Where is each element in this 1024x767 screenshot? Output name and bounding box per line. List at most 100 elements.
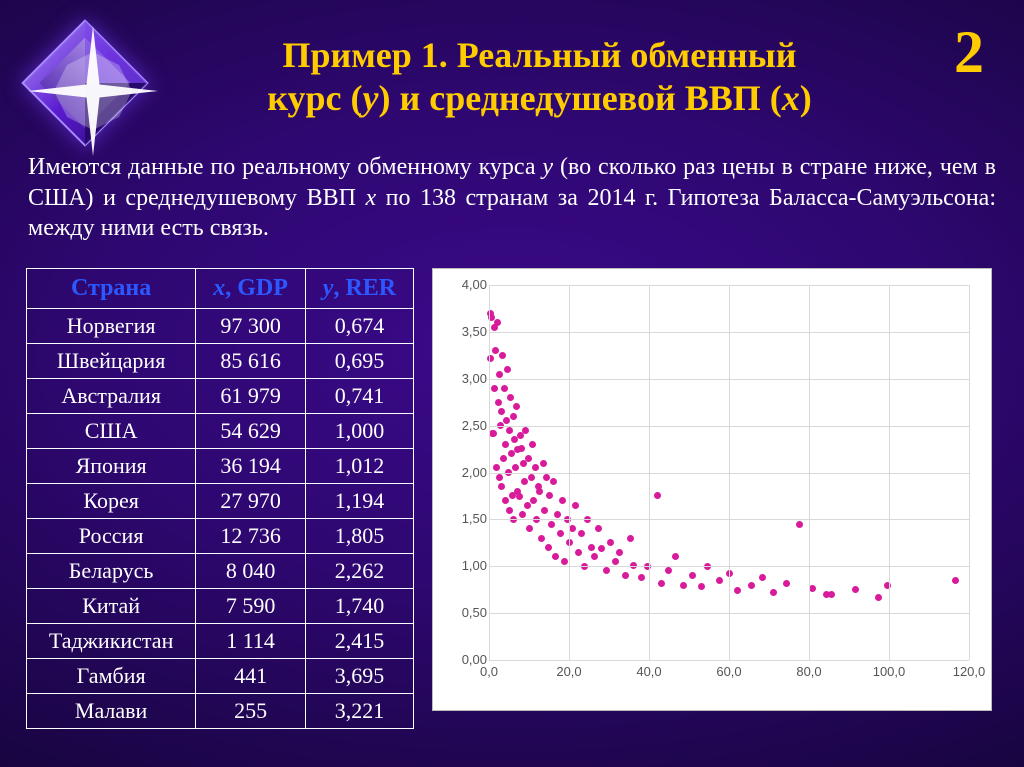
scatter-point: [595, 525, 602, 532]
scatter-point: [665, 567, 672, 574]
scatter-point: [498, 483, 505, 490]
xtick-label: 0,0: [480, 664, 498, 679]
title-line2-pre: курс (: [267, 78, 362, 118]
scatter-point: [578, 530, 585, 537]
gridline-h: [489, 660, 969, 661]
th-country: Страна: [27, 269, 196, 309]
scatter-point: [658, 580, 665, 587]
table-row: Беларусь8 0402,262: [27, 554, 414, 589]
scatter-point: [506, 427, 513, 434]
scatter-point: [491, 385, 498, 392]
scatter-point: [540, 460, 547, 467]
cell-y: 3,695: [305, 659, 413, 694]
scatter-point: [498, 408, 505, 415]
scatter-point: [493, 464, 500, 471]
scatter-point: [545, 544, 552, 551]
scatter-point: [502, 497, 509, 504]
scatter-point: [698, 583, 705, 590]
th-x-ital: x: [213, 275, 225, 301]
table-row: Норвегия97 3000,674: [27, 309, 414, 344]
scatter-point: [546, 492, 553, 499]
cell-country: Япония: [27, 449, 196, 484]
scatter-point: [496, 474, 503, 481]
table-row: Швейцария85 6160,695: [27, 344, 414, 379]
scatter-point: [559, 497, 566, 504]
diamond-ornament: [20, 18, 150, 148]
scatter-point: [622, 572, 629, 579]
scatter-point: [783, 580, 790, 587]
title-line2-post: ): [800, 78, 812, 118]
cell-x: 27 970: [196, 484, 306, 519]
body-y: y: [542, 154, 553, 180]
th-y: y, RER: [305, 269, 413, 309]
scatter-point: [828, 591, 835, 598]
xtick-label: 80,0: [796, 664, 821, 679]
scatter-point: [554, 511, 561, 518]
cell-y: 1,012: [305, 449, 413, 484]
scatter-point: [557, 530, 564, 537]
scatter-point: [532, 464, 539, 471]
ytick-label: 4,00: [447, 277, 487, 292]
cell-country: Таджикистан: [27, 624, 196, 659]
ytick-label: 2,50: [447, 418, 487, 433]
scatter-point: [680, 582, 687, 589]
scatter-point: [518, 445, 525, 452]
title-x: x: [782, 78, 800, 118]
scatter-point: [522, 427, 529, 434]
cell-y: 0,674: [305, 309, 413, 344]
scatter-point: [672, 553, 679, 560]
xtick-label: 40,0: [636, 664, 661, 679]
cell-x: 85 616: [196, 344, 306, 379]
scatter-point: [512, 464, 519, 471]
scatter-point: [561, 558, 568, 565]
scatter-point: [654, 492, 661, 499]
gridline-v: [489, 285, 490, 660]
cell-x: 7 590: [196, 589, 306, 624]
cell-x: 36 194: [196, 449, 306, 484]
scatter-chart: 0,000,501,001,502,002,503,003,504,000,02…: [432, 268, 992, 711]
body-p1a: Имеются данные по реальному обменному ку…: [28, 154, 542, 180]
table-row: Китай7 5901,740: [27, 589, 414, 624]
scatter-point: [759, 574, 766, 581]
data-table: Страна x, GDP y, RER Норвегия97 3000,674…: [26, 268, 414, 729]
scatter-point: [591, 553, 598, 560]
body-paragraph: Имеются данные по реальному обменному ку…: [28, 152, 996, 244]
ytick-label: 2,00: [447, 465, 487, 480]
title-line1: Пример 1. Реальный обменный: [282, 35, 796, 75]
scatter-point: [513, 403, 520, 410]
cell-country: Норвегия: [27, 309, 196, 344]
ytick-label: 3,00: [447, 371, 487, 386]
table-row: Россия12 7361,805: [27, 519, 414, 554]
xtick-label: 120,0: [953, 664, 986, 679]
scatter-point: [501, 385, 508, 392]
scatter-point: [529, 441, 536, 448]
table-row: Япония36 1941,012: [27, 449, 414, 484]
cell-country: Австралия: [27, 379, 196, 414]
cell-y: 1,000: [305, 414, 413, 449]
scatter-point: [516, 493, 523, 500]
cell-x: 8 040: [196, 554, 306, 589]
cell-country: Корея: [27, 484, 196, 519]
cell-country: США: [27, 414, 196, 449]
xtick-label: 100,0: [873, 664, 906, 679]
scatter-point: [552, 553, 559, 560]
scatter-point: [525, 455, 532, 462]
slide-title: Пример 1. Реальный обменный курс (y) и с…: [165, 34, 914, 120]
scatter-point: [510, 413, 517, 420]
cell-x: 12 736: [196, 519, 306, 554]
scatter-point: [852, 586, 859, 593]
cell-x: 441: [196, 659, 306, 694]
scatter-point: [543, 474, 550, 481]
ytick-label: 1,50: [447, 511, 487, 526]
title-y: y: [363, 78, 379, 118]
th-x: x, GDP: [196, 269, 306, 309]
scatter-point: [607, 539, 614, 546]
scatter-point: [538, 535, 545, 542]
ytick-label: 0,50: [447, 605, 487, 620]
table-row: США54 6291,000: [27, 414, 414, 449]
scatter-point: [689, 572, 696, 579]
chart-inner: 0,000,501,001,502,002,503,003,504,000,02…: [445, 279, 979, 692]
slide: 2 Пример 1. Реальный обменный курс (y) и…: [0, 0, 1024, 767]
cell-country: Малави: [27, 694, 196, 729]
cell-y: 1,740: [305, 589, 413, 624]
